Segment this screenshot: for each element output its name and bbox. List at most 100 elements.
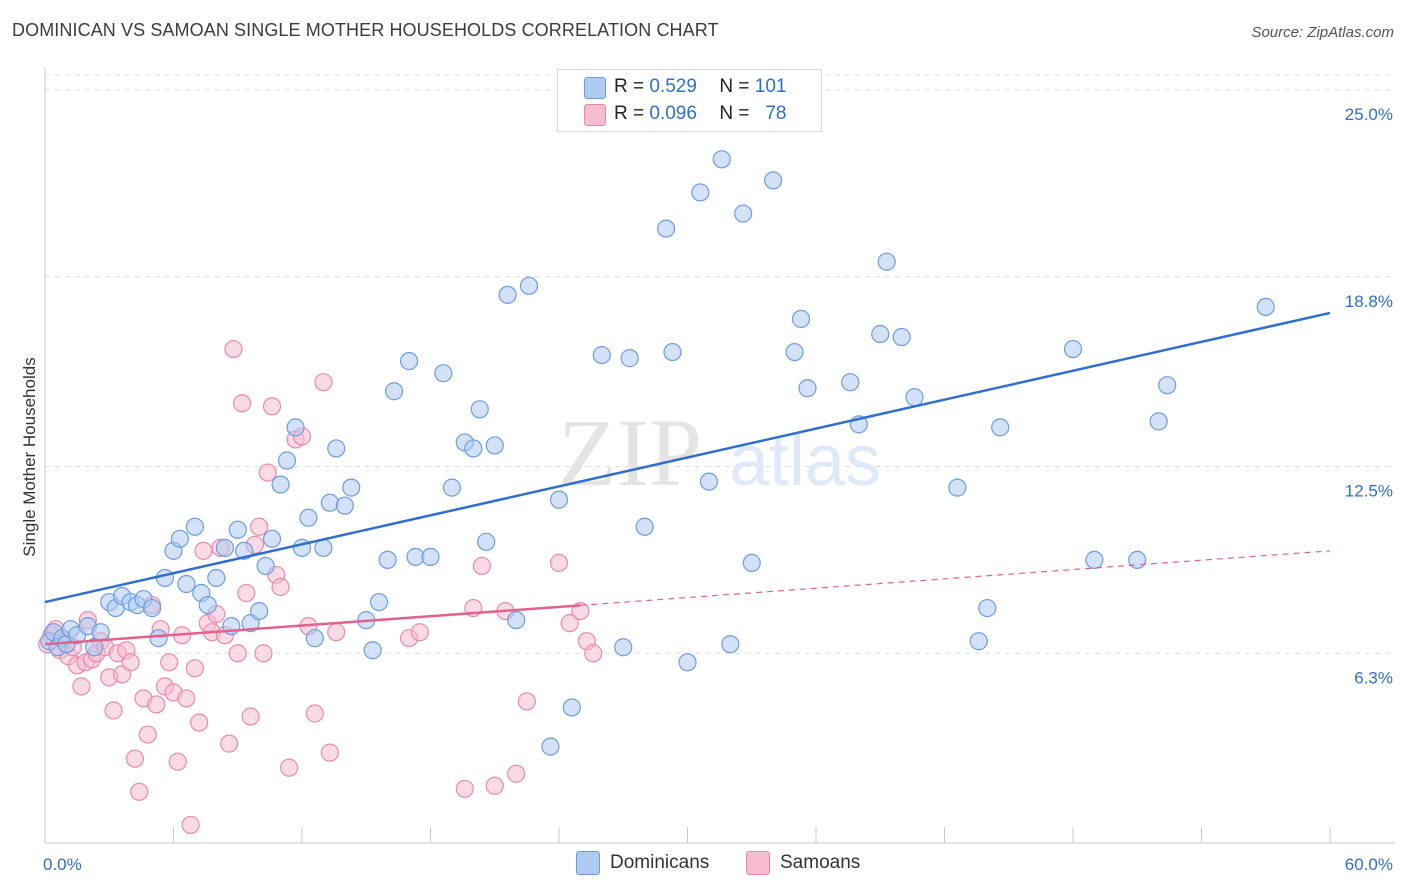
dominican-point xyxy=(549,490,569,509)
dominican-point xyxy=(663,342,682,362)
dominican-point xyxy=(155,568,175,588)
y-tick-label: 6.3% xyxy=(1354,668,1393,687)
dominican-point xyxy=(363,641,382,660)
y-tick-label: 25.0% xyxy=(1345,105,1393,124)
legend-n-value: 101 xyxy=(754,76,787,97)
chart-title: DOMINICAN VS SAMOAN SINGLE MOTHER HOUSEH… xyxy=(12,20,719,40)
legend-r-value: 0.529 xyxy=(649,76,697,97)
dominican-point xyxy=(841,373,860,392)
watermark-zip: ZIP xyxy=(558,399,702,506)
samoan-point xyxy=(160,653,179,672)
watermark: ZIP atlas xyxy=(558,399,881,506)
dominican-point xyxy=(207,568,226,588)
dominican-point xyxy=(91,623,110,642)
samoan-point xyxy=(320,743,339,762)
dominican-point xyxy=(656,219,676,238)
samoan-point xyxy=(517,692,536,711)
dominican-point xyxy=(742,553,761,573)
dominican-point xyxy=(277,451,297,470)
samoan-point xyxy=(327,623,346,642)
samoan-point xyxy=(138,725,157,744)
dominican-point xyxy=(699,472,719,491)
tick-labels: 6.3% 12.5% 18.8% 25.0% 0.0% 60.0% xyxy=(43,105,1393,874)
samoan-point xyxy=(220,734,239,753)
dominican-point xyxy=(198,595,217,615)
legend-marker-samoans xyxy=(746,851,770,875)
dominican-point xyxy=(320,493,339,512)
y-tick-label: 18.8% xyxy=(1345,292,1393,311)
legend-row-samoans: R = 0.096 N = 78 xyxy=(614,103,786,125)
samoan-point xyxy=(262,397,282,416)
samoans-trend-line xyxy=(44,604,581,646)
samoan-point xyxy=(410,623,429,642)
samoan-point xyxy=(104,701,123,720)
samoan-point xyxy=(224,339,243,359)
series-dominicans xyxy=(40,150,1275,756)
legend-swatch-samoans xyxy=(584,104,606,126)
dominican-point xyxy=(286,418,305,437)
dominican-point xyxy=(370,592,389,612)
watermark-atlas: atlas xyxy=(729,421,881,501)
trend-lines xyxy=(44,311,1331,646)
dominican-point xyxy=(142,598,162,618)
x-tick-label-min: 0.0% xyxy=(43,855,82,874)
samoan-point xyxy=(147,695,166,714)
dominican-point xyxy=(905,388,924,407)
samoan-point xyxy=(314,373,333,392)
dominican-point xyxy=(498,285,517,304)
legend-row-dominicans: R = 0.529 N = 101 xyxy=(614,76,786,98)
legend-item-samoans: Samoans xyxy=(746,851,860,875)
axes xyxy=(44,67,1395,844)
dominican-point xyxy=(477,532,496,551)
source-credit: Source: ZipAtlas.com xyxy=(1251,24,1394,41)
dominican-point xyxy=(85,638,104,657)
samoan-point xyxy=(455,779,474,798)
samoan-point xyxy=(507,764,526,783)
samoan-point xyxy=(271,577,290,597)
dominican-point xyxy=(635,517,654,536)
dominican-point xyxy=(798,379,817,398)
legend-n-label: N = xyxy=(719,76,750,97)
y-axis-label: Single Mother Households xyxy=(20,357,39,557)
samoan-point xyxy=(549,553,569,573)
dominican-point xyxy=(877,252,896,271)
samoan-point xyxy=(485,776,504,795)
samoans-trend-line-extension xyxy=(580,550,1331,606)
dominican-point xyxy=(305,629,324,648)
samoan-point xyxy=(130,782,149,801)
samoan-point xyxy=(241,707,260,726)
samoan-point xyxy=(121,653,140,672)
dominican-point xyxy=(620,349,639,368)
legend-n-label: N = xyxy=(719,103,750,124)
dominican-point xyxy=(1256,297,1275,317)
samoan-point xyxy=(472,556,491,576)
samoan-point xyxy=(125,749,145,768)
samoan-point xyxy=(168,752,187,771)
samoan-point xyxy=(232,394,252,413)
dominican-point xyxy=(228,520,247,539)
dominican-point xyxy=(149,629,168,648)
dominican-point xyxy=(678,653,697,672)
legend-item-dominicans: Dominicans xyxy=(576,851,709,875)
dominican-point xyxy=(384,382,404,401)
samoan-point xyxy=(254,644,273,663)
samoan-point xyxy=(194,541,213,560)
samoan-point xyxy=(237,583,256,603)
dominican-point xyxy=(342,478,361,497)
legend-r-value: 0.096 xyxy=(649,103,697,124)
dominican-point xyxy=(185,517,205,536)
correlation-legend: R = 0.529 N = 101 R = 0.096 N = 78 xyxy=(557,69,822,132)
dominican-point xyxy=(948,478,967,497)
dominican-point xyxy=(978,598,997,618)
dominican-point xyxy=(1063,339,1083,359)
dominican-point xyxy=(969,632,988,651)
dominican-point xyxy=(1158,376,1177,395)
dominican-point xyxy=(734,204,753,223)
samoan-point xyxy=(250,517,269,536)
dominican-point xyxy=(262,529,282,548)
dominican-point xyxy=(871,324,890,344)
dominican-point xyxy=(614,638,633,657)
dominican-point xyxy=(764,171,783,190)
legend-marker-dominicans xyxy=(576,851,600,875)
dominican-point xyxy=(434,364,453,383)
